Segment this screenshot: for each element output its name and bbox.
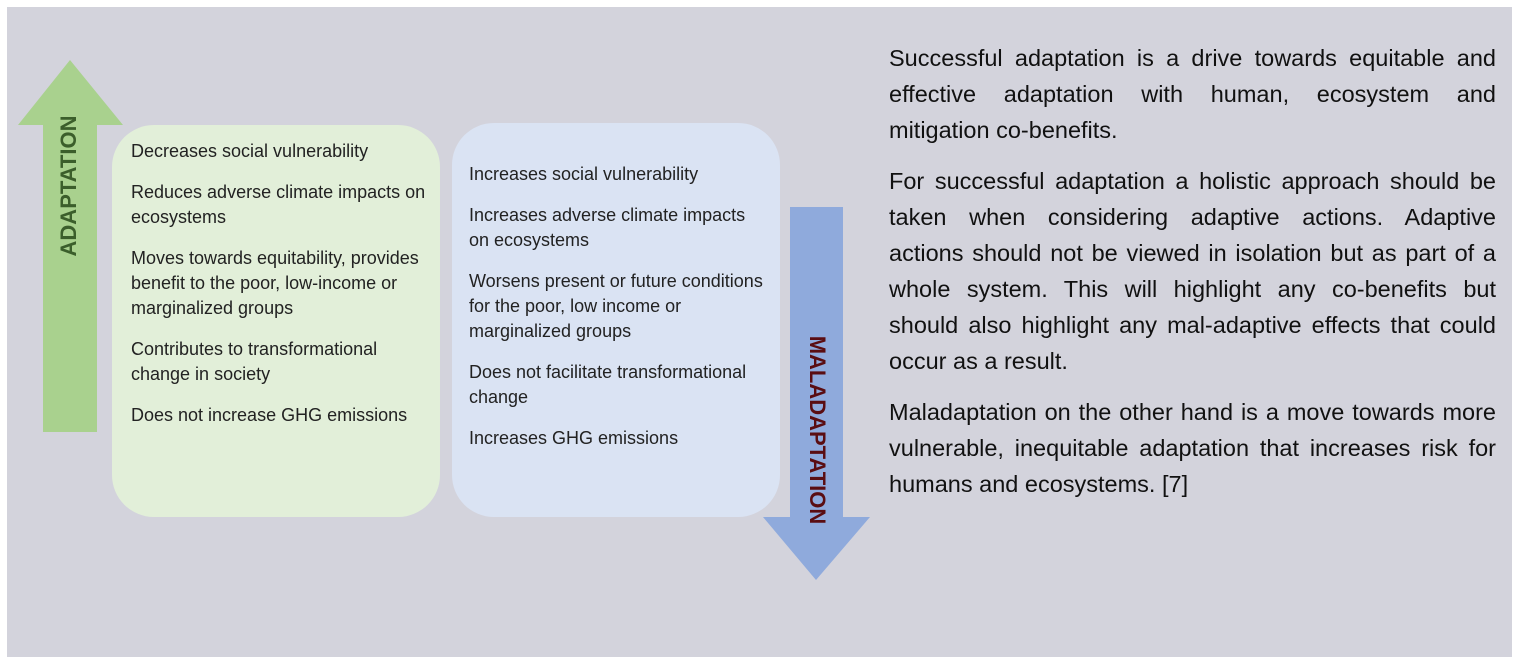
description: Successful adaptation is a drive towards… <box>889 40 1496 517</box>
list-item: Decreases social vulnerability <box>131 141 369 161</box>
paragraph: For successful adaptation a holistic app… <box>889 168 1496 374</box>
list-item: Worsens present or future conditions for… <box>469 271 763 341</box>
list-item: Does not increase GHG emissions <box>131 405 408 425</box>
adaptation-list: Decreases social vulnerability Reduces ad… <box>131 139 436 444</box>
maladaptation-box <box>452 123 780 517</box>
list-item: Increases adverse climate impacts on eco… <box>469 205 746 250</box>
list-item: Contributes to transformational change i… <box>131 339 378 384</box>
maladaptation-label: MALADAPTATION <box>805 336 830 525</box>
paragraph: Maladaptation on the other hand is a mov… <box>889 399 1496 497</box>
list-item: Reduces adverse climate impacts on ecosy… <box>131 182 426 227</box>
list-item: Increases GHG emissions <box>469 428 679 448</box>
adaptation-arrow <box>18 60 123 432</box>
list-item: Moves towards equitability, provides ben… <box>131 248 419 318</box>
maladaptation-arrow <box>763 207 870 580</box>
maladaptation-list: Increases social vulnerability Increases … <box>469 162 769 467</box>
paragraph: Successful adaptation is a drive towards… <box>889 45 1496 143</box>
list-item: Increases social vulnerability <box>469 164 699 184</box>
adaptation-box <box>112 125 440 517</box>
list-item: Does not facilitate transformational cha… <box>469 362 747 407</box>
adaptation-label: ADAPTATION <box>56 116 81 257</box>
